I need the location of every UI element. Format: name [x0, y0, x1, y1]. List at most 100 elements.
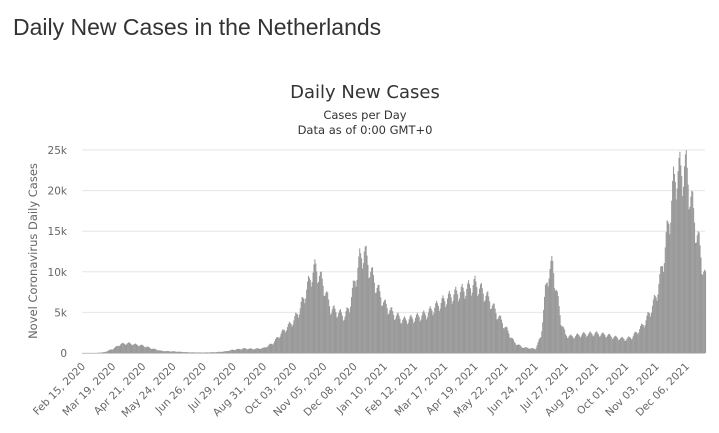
- daily-bar[interactable]: [229, 350, 231, 353]
- daily-bar[interactable]: [622, 338, 624, 353]
- daily-bar[interactable]: [684, 154, 686, 353]
- daily-bar[interactable]: [453, 294, 455, 353]
- daily-bar[interactable]: [692, 191, 694, 353]
- daily-bar[interactable]: [167, 350, 169, 353]
- daily-bar[interactable]: [298, 314, 300, 353]
- daily-bar[interactable]: [176, 351, 178, 353]
- daily-bar[interactable]: [370, 271, 372, 353]
- daily-bar[interactable]: [371, 267, 373, 353]
- daily-bar[interactable]: [432, 315, 434, 353]
- daily-bar[interactable]: [645, 320, 647, 353]
- daily-bar[interactable]: [577, 334, 579, 353]
- daily-bar[interactable]: [249, 348, 251, 353]
- daily-bar[interactable]: [459, 292, 461, 353]
- daily-bar[interactable]: [411, 316, 413, 353]
- daily-bar[interactable]: [197, 352, 199, 353]
- daily-bar[interactable]: [143, 346, 145, 353]
- daily-bar[interactable]: [487, 291, 489, 353]
- daily-bar[interactable]: [182, 352, 184, 353]
- daily-bar[interactable]: [128, 342, 130, 353]
- daily-bar[interactable]: [629, 337, 632, 353]
- daily-bar[interactable]: [261, 348, 263, 353]
- daily-bar[interactable]: [375, 292, 377, 353]
- daily-bar[interactable]: [665, 231, 667, 353]
- daily-bar[interactable]: [535, 347, 537, 353]
- daily-bar[interactable]: [270, 343, 272, 353]
- daily-bar[interactable]: [192, 352, 194, 353]
- daily-bar[interactable]: [206, 352, 208, 353]
- daily-bar[interactable]: [107, 350, 109, 353]
- daily-bar[interactable]: [332, 306, 334, 353]
- daily-bar[interactable]: [671, 200, 673, 353]
- daily-bar[interactable]: [415, 317, 417, 353]
- daily-bar[interactable]: [376, 288, 378, 353]
- daily-bar[interactable]: [142, 345, 144, 353]
- daily-bar[interactable]: [509, 337, 511, 353]
- daily-bar[interactable]: [303, 298, 305, 353]
- daily-bar[interactable]: [311, 282, 313, 353]
- daily-bar[interactable]: [626, 338, 628, 353]
- daily-bar[interactable]: [169, 351, 171, 353]
- daily-bar[interactable]: [537, 342, 539, 353]
- daily-bar[interactable]: [384, 299, 386, 353]
- daily-bar[interactable]: [502, 328, 504, 353]
- daily-bar[interactable]: [300, 301, 302, 353]
- daily-bar[interactable]: [216, 352, 218, 353]
- daily-bar[interactable]: [495, 313, 497, 353]
- daily-bar[interactable]: [434, 307, 436, 353]
- daily-bar[interactable]: [210, 352, 213, 353]
- daily-bar[interactable]: [657, 294, 659, 353]
- daily-bar[interactable]: [562, 326, 564, 353]
- daily-bar[interactable]: [379, 291, 381, 353]
- daily-bar[interactable]: [269, 343, 271, 353]
- daily-bar[interactable]: [150, 348, 152, 353]
- daily-bar[interactable]: [135, 343, 137, 353]
- daily-bar[interactable]: [102, 352, 104, 353]
- daily-bar[interactable]: [237, 348, 239, 353]
- daily-bar[interactable]: [215, 352, 217, 353]
- daily-bar[interactable]: [573, 338, 575, 353]
- daily-bar[interactable]: [557, 296, 559, 353]
- daily-bar[interactable]: [218, 351, 220, 353]
- daily-bar[interactable]: [610, 336, 612, 353]
- daily-bar[interactable]: [363, 251, 365, 354]
- daily-bar[interactable]: [232, 349, 234, 353]
- daily-bar[interactable]: [695, 242, 697, 353]
- daily-bar[interactable]: [113, 348, 115, 353]
- daily-bar[interactable]: [232, 349, 235, 353]
- daily-bar[interactable]: [554, 290, 557, 353]
- daily-bar[interactable]: [305, 298, 307, 353]
- daily-bar[interactable]: [527, 348, 529, 353]
- daily-bar[interactable]: [345, 311, 347, 353]
- daily-bar[interactable]: [663, 263, 665, 353]
- daily-bar[interactable]: [683, 166, 686, 353]
- daily-bar[interactable]: [319, 272, 321, 353]
- daily-bar[interactable]: [399, 318, 401, 353]
- daily-bar[interactable]: [581, 334, 583, 353]
- daily-bar[interactable]: [637, 334, 639, 353]
- daily-bar[interactable]: [413, 323, 415, 353]
- daily-bar[interactable]: [490, 309, 492, 353]
- daily-bar[interactable]: [314, 259, 316, 353]
- daily-bar[interactable]: [401, 322, 403, 353]
- daily-bar[interactable]: [471, 292, 473, 353]
- daily-bar[interactable]: [388, 313, 390, 353]
- daily-bar[interactable]: [597, 334, 600, 353]
- daily-bar[interactable]: [412, 319, 414, 353]
- daily-bar[interactable]: [554, 288, 556, 353]
- daily-bar[interactable]: [224, 351, 226, 353]
- daily-bar[interactable]: [226, 351, 228, 353]
- daily-bar[interactable]: [443, 298, 445, 353]
- daily-bar[interactable]: [530, 348, 532, 353]
- daily-bar[interactable]: [659, 274, 661, 353]
- daily-bar[interactable]: [565, 334, 567, 353]
- daily-bar[interactable]: [416, 312, 418, 353]
- daily-bar[interactable]: [644, 325, 646, 353]
- daily-bar[interactable]: [599, 336, 601, 353]
- daily-bar[interactable]: [490, 308, 492, 353]
- daily-bar[interactable]: [315, 263, 317, 353]
- daily-bar[interactable]: [389, 310, 391, 353]
- daily-bar[interactable]: [382, 305, 384, 354]
- daily-bar[interactable]: [160, 350, 162, 353]
- daily-bar[interactable]: [273, 343, 275, 353]
